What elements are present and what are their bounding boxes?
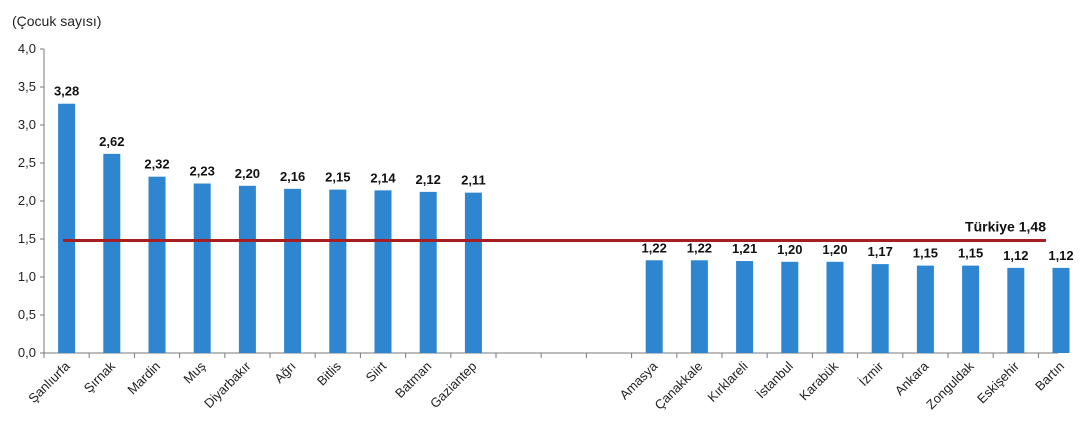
reference-line-name: Türkiye [965, 219, 1019, 235]
data-label: 2,20 [235, 166, 260, 181]
x-category-label: Batman [392, 359, 434, 401]
x-category-label: Amasya [617, 358, 661, 402]
bar [826, 261, 844, 353]
data-label: 2,14 [370, 170, 396, 185]
data-label: 2,62 [99, 134, 124, 149]
x-category-label: Eskişehir [974, 358, 1022, 406]
data-label: 2,15 [325, 170, 350, 185]
bar [419, 191, 437, 353]
bar [736, 261, 754, 353]
x-category-label: Diyarbakır [201, 358, 254, 411]
data-label: 1,17 [868, 244, 893, 259]
y-tick-label: 1,0 [18, 269, 36, 284]
y-tick-label: 3,5 [18, 79, 36, 94]
x-category-label: Çanakkale [651, 359, 705, 413]
bar [329, 189, 347, 353]
bar [871, 264, 889, 353]
y-tick-label: 2,5 [18, 155, 36, 170]
x-category-label: Muş [180, 358, 208, 386]
bar [284, 188, 302, 353]
data-label: 1,20 [777, 242, 802, 257]
bar [916, 265, 934, 353]
bar [374, 190, 392, 353]
data-label: 2,11 [461, 173, 486, 188]
y-tick-label: 2,0 [18, 193, 36, 208]
bar [962, 265, 980, 353]
bar [193, 183, 211, 353]
x-category-label: Şırnak [81, 358, 119, 396]
x-category-label: Ağrı [271, 359, 298, 386]
data-label: 1,22 [642, 240, 667, 255]
y-tick-label: 0,0 [18, 345, 36, 360]
data-label: 2,23 [190, 164, 215, 179]
data-label: 2,32 [144, 157, 169, 172]
x-category-label: Şanlıurfa [25, 358, 73, 406]
x-category-label: Bitlis [314, 358, 344, 388]
y-tick-label: 3,0 [18, 117, 36, 132]
x-category-label: Ankara [892, 358, 932, 398]
data-label: 2,16 [280, 169, 305, 184]
data-label: 1,15 [913, 246, 938, 261]
y-tick-label: 4,0 [18, 41, 36, 56]
data-label: 1,22 [687, 240, 712, 255]
x-category-label: Mardin [124, 359, 163, 398]
bar [103, 153, 121, 353]
data-label: 2,12 [416, 172, 441, 187]
bar [645, 260, 663, 353]
x-category-label: İstanbul [753, 358, 796, 401]
data-label: 1,12 [1003, 248, 1028, 263]
bar [238, 185, 256, 353]
reference-line-label: Türkiye 1,48 [965, 219, 1046, 235]
bar [690, 260, 708, 353]
data-label: 3,28 [54, 84, 79, 99]
bar [58, 103, 76, 353]
data-label: 1,21 [732, 241, 757, 256]
bar [464, 192, 482, 353]
y-tick-label: 1,5 [18, 231, 36, 246]
bar [781, 261, 799, 353]
y-axis-unit-label: (Çocuk sayısı) [12, 13, 101, 29]
data-label: 1,15 [958, 246, 983, 261]
data-label: 1,20 [822, 242, 847, 257]
reference-line-value: 1,48 [1019, 219, 1046, 235]
bar [148, 176, 166, 353]
x-category-label: Gaziantep [427, 359, 480, 412]
y-tick-label: 0,5 [18, 307, 36, 322]
x-category-label: İzmir [856, 358, 887, 389]
x-category-label: Kırklareli [704, 358, 750, 404]
bar [1007, 267, 1025, 353]
x-category-label: Zonguldak [923, 358, 977, 412]
x-category-label: Siirt [363, 358, 390, 385]
bar [1052, 267, 1070, 353]
x-category-label: Bartın [1032, 359, 1067, 394]
x-category-label: Karabük [796, 358, 841, 403]
data-label: 1,12 [1048, 248, 1073, 263]
